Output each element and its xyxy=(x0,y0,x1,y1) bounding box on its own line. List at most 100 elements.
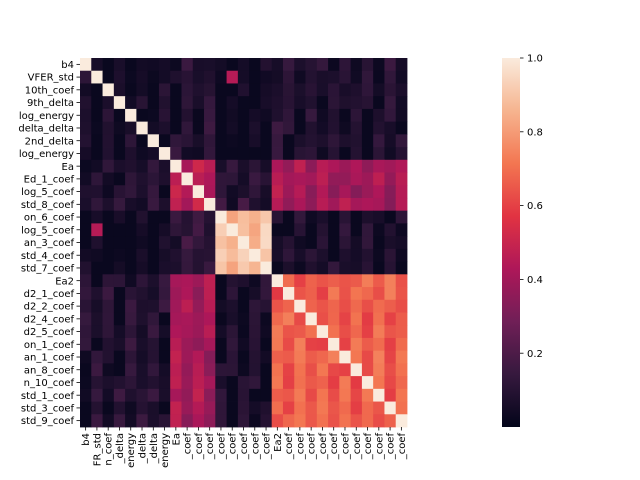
heatmap-cell xyxy=(373,185,385,199)
heatmap-cell xyxy=(192,287,205,301)
heatmap-cell xyxy=(113,376,126,390)
heatmap-cell xyxy=(294,350,306,364)
heatmap-cell xyxy=(260,363,273,377)
heatmap-cell xyxy=(384,287,397,301)
heatmap-cell xyxy=(226,248,239,262)
heatmap-cell xyxy=(192,414,205,428)
heatmap-cell xyxy=(316,274,329,288)
heatmap-cell xyxy=(373,108,385,123)
heatmap-cell xyxy=(113,363,126,377)
heatmap-cell xyxy=(339,414,352,428)
heatmap-cell xyxy=(373,299,385,313)
heatmap-cell xyxy=(271,350,284,364)
heatmap-cell xyxy=(339,236,352,250)
heatmap-cell xyxy=(373,274,385,288)
heatmap-cell xyxy=(91,185,103,199)
heatmap-cell xyxy=(204,312,216,326)
heatmap-cell xyxy=(80,261,92,275)
heatmap-cell xyxy=(91,414,103,428)
heatmap-cell xyxy=(147,159,160,173)
heatmap-cell xyxy=(125,248,137,262)
heatmap-cell xyxy=(350,121,363,135)
heatmap-cell xyxy=(237,261,250,275)
heatmap-cell xyxy=(215,337,227,352)
heatmap-cell xyxy=(147,325,160,339)
heatmap-cell xyxy=(125,388,137,402)
heatmap-cell xyxy=(170,96,182,110)
heatmap-cell xyxy=(361,376,374,390)
heatmap-cell xyxy=(339,274,352,288)
heatmap-cell xyxy=(373,248,385,262)
heatmap-cell xyxy=(147,350,160,364)
heatmap-cell xyxy=(204,159,216,173)
heatmap-cell xyxy=(136,108,149,123)
heatmap-cell xyxy=(384,337,397,352)
heatmap-cell xyxy=(170,108,182,123)
heatmap-cell xyxy=(249,172,261,186)
heatmap-cell xyxy=(249,312,261,326)
heatmap-cell xyxy=(282,274,295,288)
heatmap-cell xyxy=(158,363,171,377)
heatmap-cell xyxy=(136,83,149,97)
heatmap-cells xyxy=(80,58,408,428)
heatmap-cell xyxy=(192,197,205,212)
heatmap-cell xyxy=(91,172,103,186)
heatmap-cell xyxy=(373,210,385,224)
heatmap-cell xyxy=(282,147,295,161)
y-tick-label: std_1_coef xyxy=(21,391,75,402)
heatmap-cell xyxy=(260,287,273,301)
heatmap-cell xyxy=(350,363,363,377)
heatmap-cell xyxy=(102,236,115,250)
heatmap-cell xyxy=(102,185,115,199)
heatmap-cell xyxy=(249,58,261,72)
heatmap-cell xyxy=(215,414,227,428)
heatmap-cell xyxy=(260,210,273,224)
heatmap-cell xyxy=(147,388,160,402)
heatmap-cell xyxy=(237,83,250,97)
heatmap-cell xyxy=(158,134,171,148)
colorbar-tick-label: 0.2 xyxy=(527,349,543,360)
heatmap-cell xyxy=(328,83,340,97)
y-tick-label: an_8_coef xyxy=(24,365,75,376)
heatmap-cell xyxy=(249,274,261,288)
heatmap-cell xyxy=(181,376,194,390)
heatmap-cell xyxy=(328,312,340,326)
heatmap-cell xyxy=(328,236,340,250)
heatmap-cell xyxy=(305,325,318,339)
heatmap-cell xyxy=(91,248,103,262)
heatmap-cell xyxy=(158,172,171,186)
heatmap-cell xyxy=(192,388,205,402)
heatmap-cell xyxy=(305,401,318,415)
heatmap-cell xyxy=(316,261,329,275)
heatmap-cell xyxy=(249,248,261,262)
heatmap-cell xyxy=(350,159,363,173)
heatmap-cell xyxy=(271,248,284,262)
heatmap-cell xyxy=(226,376,239,390)
heatmap-cell xyxy=(102,274,115,288)
heatmap-cell xyxy=(237,337,250,352)
heatmap-cell xyxy=(181,274,194,288)
heatmap-cell xyxy=(125,197,137,212)
heatmap-cell xyxy=(316,172,329,186)
x-tick-label: _coef xyxy=(352,433,363,461)
heatmap-cell xyxy=(316,376,329,390)
heatmap-cell xyxy=(395,172,408,186)
heatmap-cell xyxy=(91,70,103,84)
heatmap-cell xyxy=(125,147,137,161)
heatmap-cell xyxy=(158,414,171,428)
heatmap-cell xyxy=(80,83,92,97)
heatmap-cell xyxy=(158,108,171,123)
heatmap-cell xyxy=(158,299,171,313)
heatmap-cell xyxy=(339,172,352,186)
heatmap-cell xyxy=(260,70,273,84)
heatmap-cell xyxy=(350,96,363,110)
heatmap-cell xyxy=(350,337,363,352)
heatmap-cell xyxy=(158,147,171,161)
heatmap-cell xyxy=(260,172,273,186)
heatmap-cell xyxy=(170,376,182,390)
heatmap-cell xyxy=(215,376,227,390)
heatmap-cell xyxy=(204,83,216,97)
heatmap-cell xyxy=(113,96,126,110)
heatmap-cell xyxy=(373,236,385,250)
heatmap-cell xyxy=(282,197,295,212)
